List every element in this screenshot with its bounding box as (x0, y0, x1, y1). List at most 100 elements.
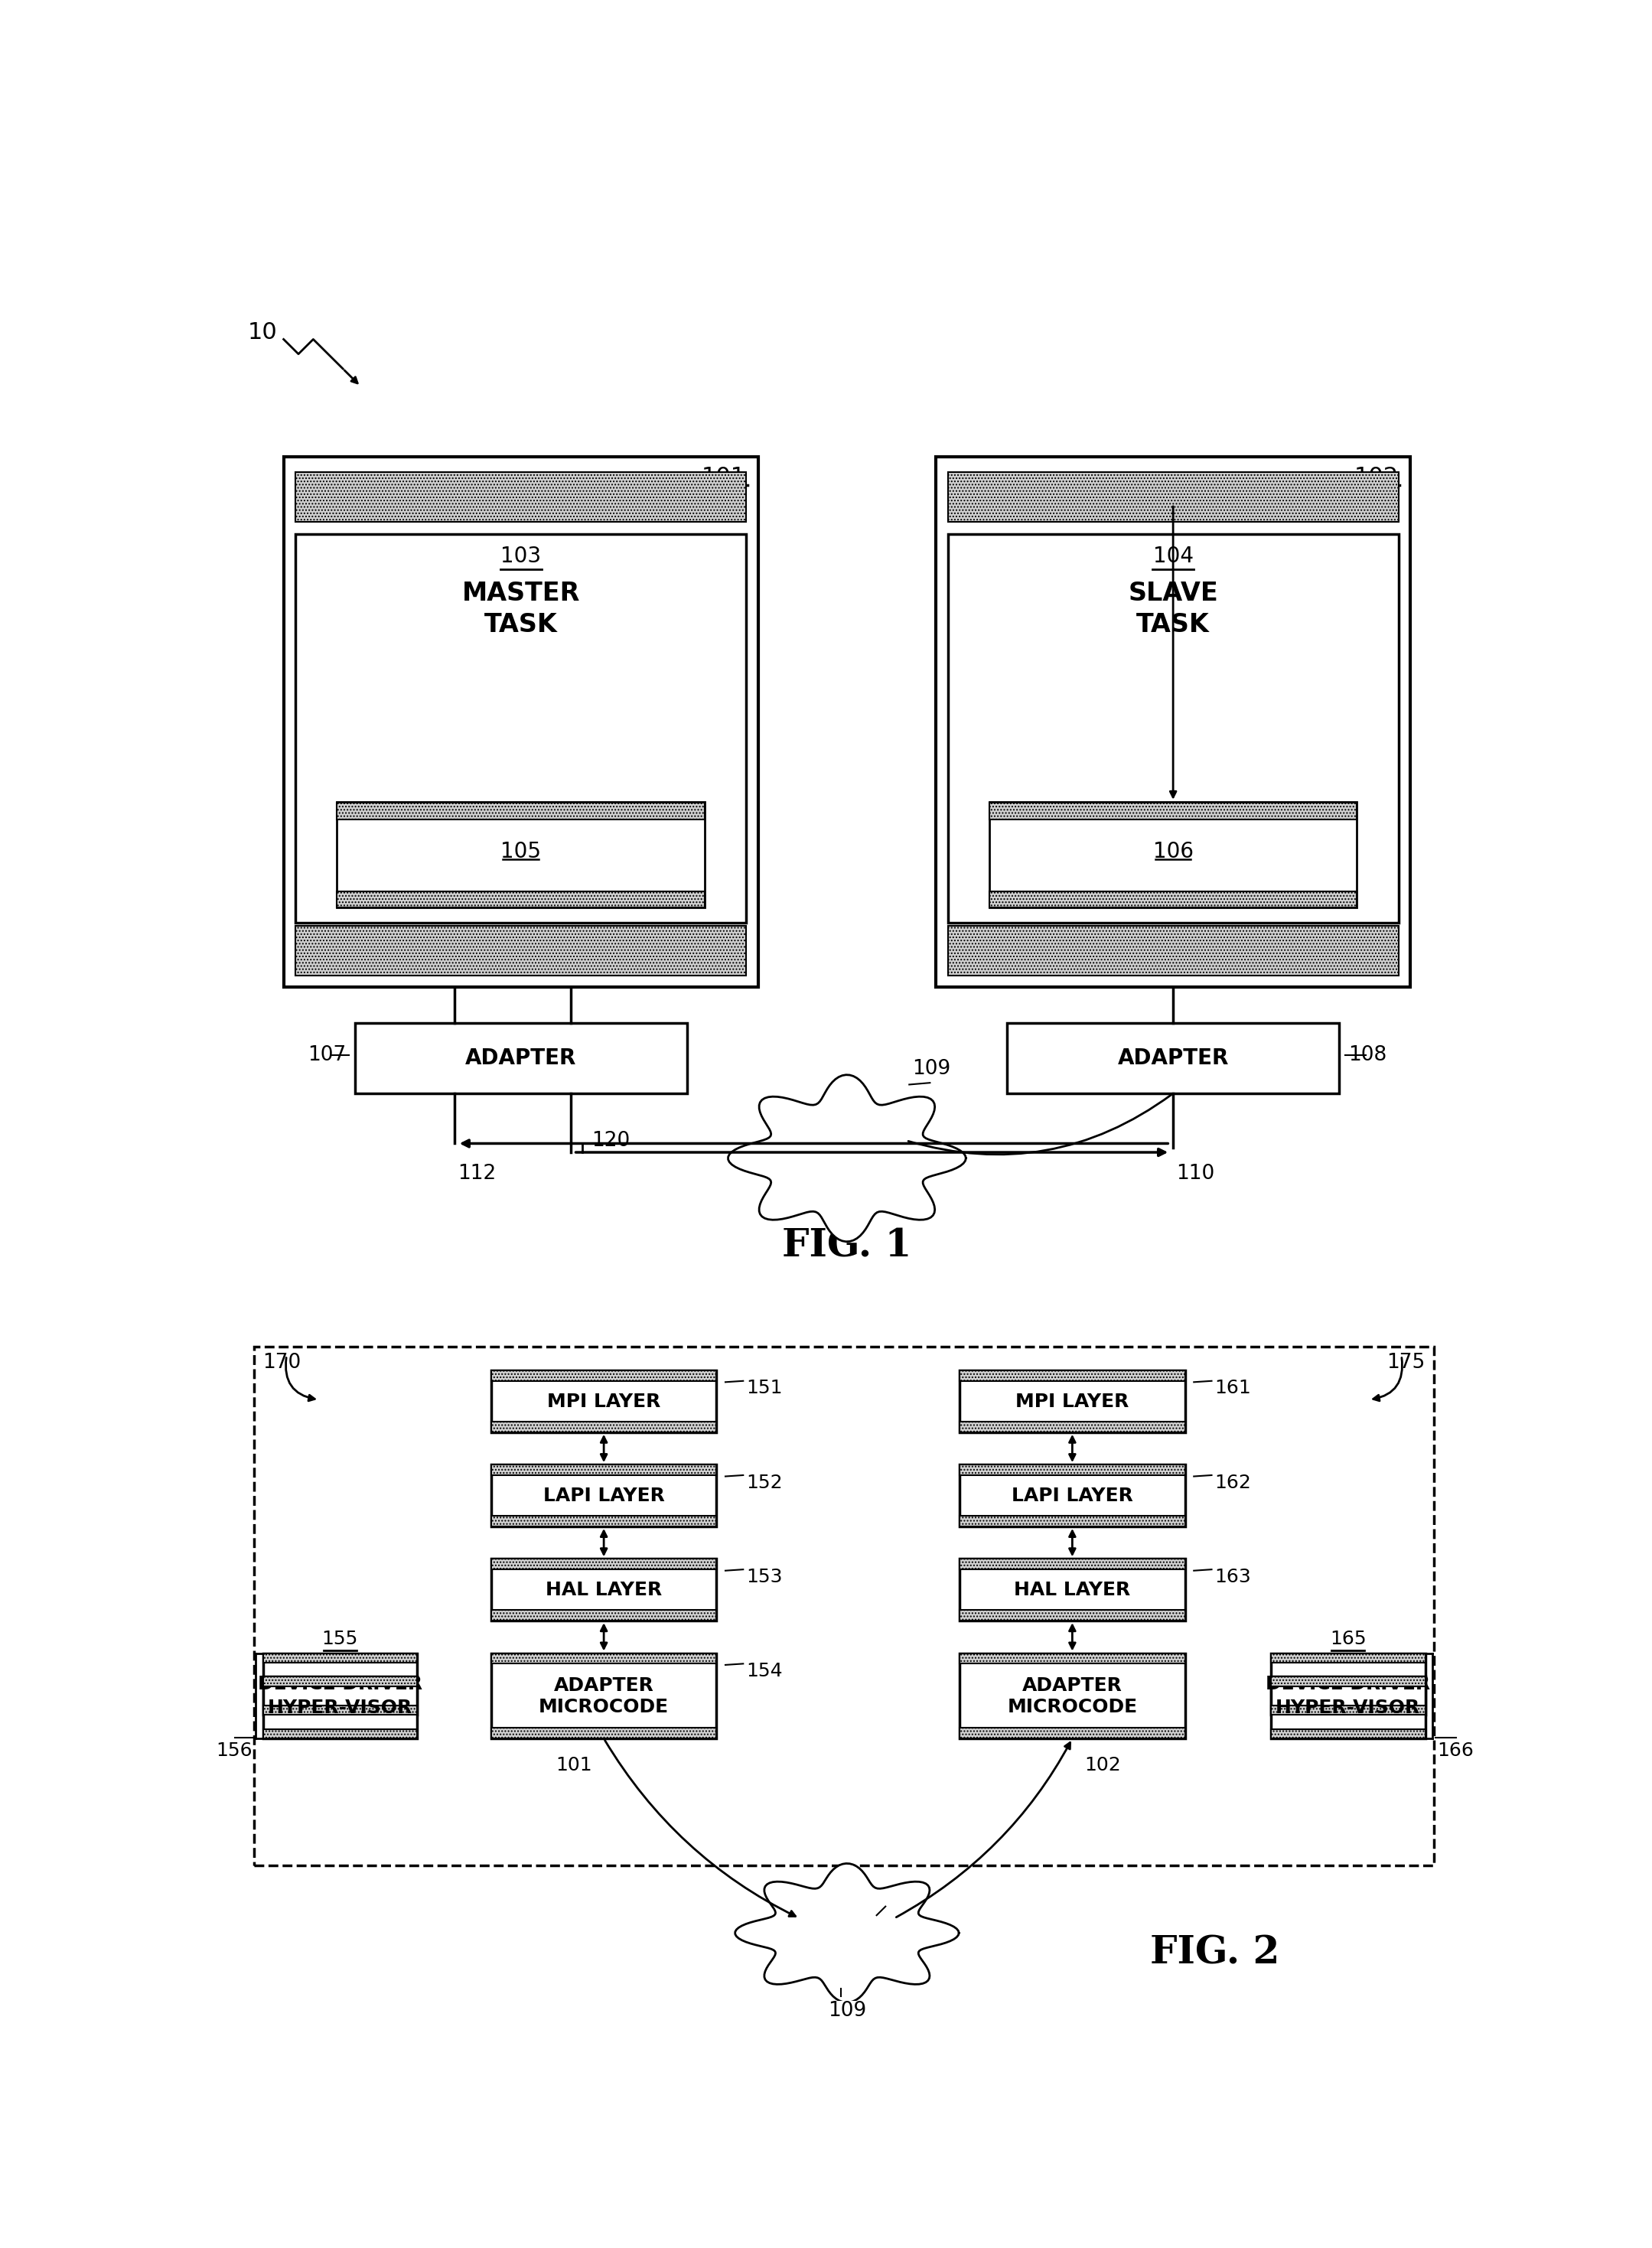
Text: MASTER
TASK: MASTER TASK (461, 580, 580, 636)
Text: ADAPTER: ADAPTER (466, 1048, 577, 1068)
Text: LAPI LAYER: LAPI LAYER (544, 1486, 664, 1504)
Bar (491, 1652, 717, 1664)
Bar (491, 1466, 717, 1475)
Bar (263, 1652, 416, 1715)
Bar (960, 1421, 1184, 1432)
Bar (296, 533, 747, 922)
Text: 101: 101 (702, 465, 747, 488)
Bar (1008, 1023, 1340, 1093)
Text: ADAPTER
MICROCODE: ADAPTER MICROCODE (1008, 1677, 1137, 1715)
Bar (263, 1706, 416, 1715)
Bar (337, 803, 705, 821)
Text: 152: 152 (747, 1472, 783, 1493)
Bar (990, 803, 1356, 908)
Text: DEVICE DRIVER: DEVICE DRIVER (258, 1675, 423, 1693)
Bar (948, 926, 1399, 976)
Bar (960, 1466, 1184, 1475)
Bar (960, 1371, 1184, 1380)
Text: ADAPTER: ADAPTER (1117, 1048, 1229, 1068)
Text: SLAVE
TASK: SLAVE TASK (1128, 580, 1218, 636)
Bar (491, 1466, 717, 1526)
Text: 103: 103 (501, 546, 542, 566)
Text: HYPER-VISOR: HYPER-VISOR (1275, 1699, 1421, 1717)
Bar (284, 456, 758, 987)
Text: 112: 112 (458, 1164, 496, 1185)
Text: 109: 109 (912, 1059, 950, 1079)
Bar (1270, 1652, 1426, 1715)
Bar (491, 1558, 717, 1569)
Bar (1270, 1677, 1426, 1686)
Text: 170: 170 (263, 1353, 301, 1374)
Bar (491, 1558, 717, 1621)
Text: 162: 162 (1214, 1472, 1251, 1493)
Text: 154: 154 (747, 1661, 783, 1679)
Text: ADAPTER
MICROCODE: ADAPTER MICROCODE (539, 1677, 669, 1715)
Bar (355, 1023, 687, 1093)
Bar (960, 1558, 1184, 1621)
Bar (1270, 1652, 1426, 1664)
Bar (491, 1652, 717, 1738)
Bar (491, 1371, 717, 1380)
Bar (960, 1371, 1184, 1432)
Bar (960, 1515, 1184, 1526)
Bar (937, 456, 1411, 987)
Text: HYPER-VISOR: HYPER-VISOR (268, 1699, 413, 1717)
Text: 175: 175 (1386, 1353, 1426, 1374)
Text: FIG. 2: FIG. 2 (1150, 1936, 1279, 1971)
Text: 109: 109 (828, 2001, 866, 2021)
Bar (337, 890, 705, 908)
Bar (960, 1558, 1184, 1569)
Text: 102: 102 (1355, 465, 1399, 488)
Text: 101: 101 (555, 1756, 591, 1774)
Text: 102: 102 (1084, 1756, 1120, 1774)
Bar (491, 1610, 717, 1621)
Bar (960, 1729, 1184, 1738)
Bar (960, 1466, 1184, 1526)
Text: 156: 156 (216, 1742, 253, 1760)
Text: 163: 163 (1214, 1567, 1251, 1587)
Text: 10: 10 (248, 321, 278, 344)
Text: DEVICE DRIVER: DEVICE DRIVER (1265, 1675, 1431, 1693)
Bar (296, 926, 747, 976)
Bar (990, 890, 1356, 908)
Bar (263, 1677, 416, 1738)
Text: 164: 164 (889, 1886, 925, 1904)
Text: 105: 105 (501, 841, 542, 863)
Bar (491, 1371, 717, 1432)
Bar (263, 1677, 416, 1686)
Bar (960, 1652, 1184, 1664)
Bar (491, 1515, 717, 1526)
Polygon shape (729, 1075, 966, 1241)
Text: FIG. 1: FIG. 1 (781, 1227, 912, 1266)
Bar (1270, 1729, 1426, 1738)
Text: 161: 161 (1214, 1380, 1251, 1398)
Text: 110: 110 (1176, 1164, 1214, 1185)
Bar (1270, 1706, 1426, 1715)
Text: HAL LAYER: HAL LAYER (1014, 1580, 1130, 1598)
Bar (337, 803, 705, 908)
Text: 165: 165 (1330, 1630, 1366, 1648)
Bar (254, 1347, 1434, 1866)
Bar (296, 472, 747, 522)
Text: HAL LAYER: HAL LAYER (545, 1580, 662, 1598)
Bar (491, 1729, 717, 1738)
Text: 151: 151 (747, 1380, 783, 1398)
Text: 108: 108 (1348, 1045, 1386, 1066)
Bar (990, 803, 1356, 821)
Bar (1270, 1677, 1426, 1738)
Text: 107: 107 (307, 1045, 345, 1066)
Text: LAPI LAYER: LAPI LAYER (1011, 1486, 1133, 1504)
Bar (948, 533, 1399, 922)
Text: 120: 120 (591, 1131, 629, 1151)
Polygon shape (735, 1864, 958, 2003)
Bar (263, 1652, 416, 1664)
Text: 106: 106 (1153, 841, 1193, 863)
Text: 155: 155 (322, 1630, 358, 1648)
Bar (948, 472, 1399, 522)
Text: MPI LAYER: MPI LAYER (547, 1392, 661, 1412)
Text: 104: 104 (1153, 546, 1193, 566)
Bar (960, 1610, 1184, 1621)
Bar (263, 1729, 416, 1738)
Bar (491, 1421, 717, 1432)
Text: MPI LAYER: MPI LAYER (1016, 1392, 1128, 1412)
